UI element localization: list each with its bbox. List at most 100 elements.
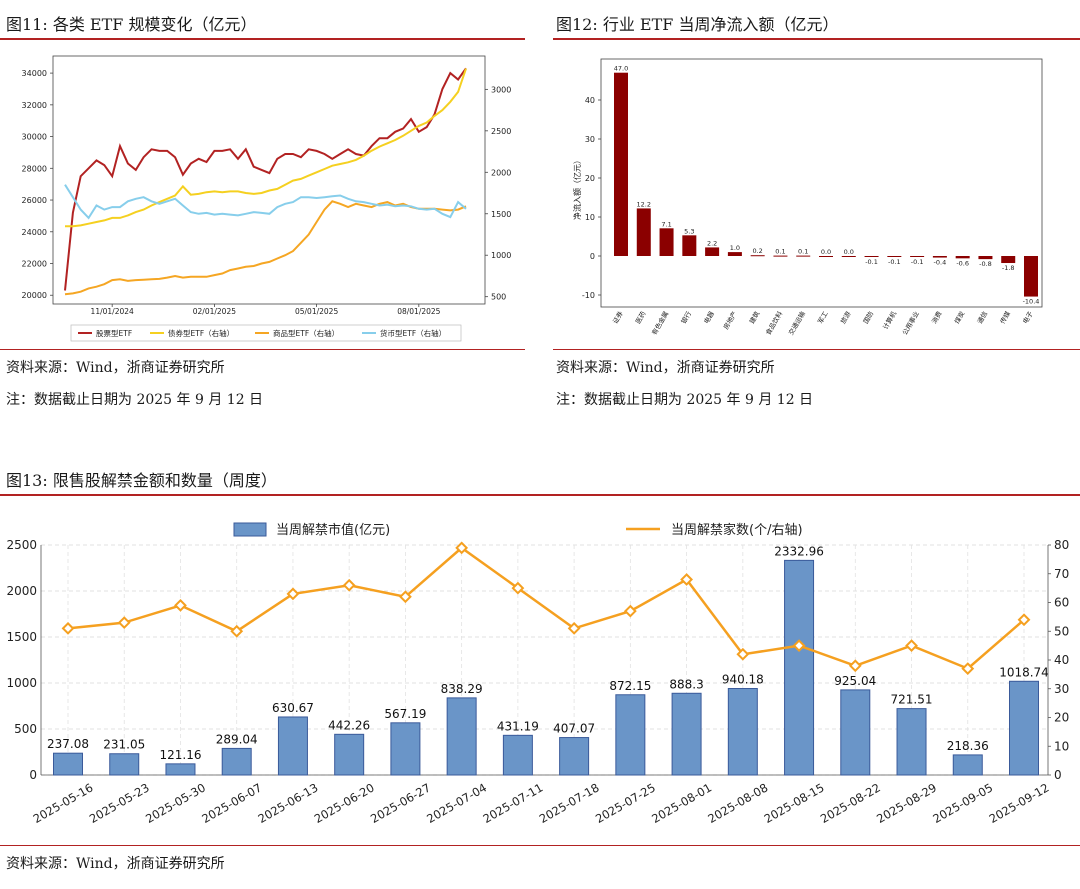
fig13-yright-tick-label: 30	[1054, 682, 1069, 696]
fig13-bar	[952, 754, 983, 776]
fig12-bar-label: 2.2	[707, 239, 717, 247]
fig13-count-marker	[398, 590, 412, 604]
fig12-bottom-rule	[553, 349, 1080, 350]
fig13-yright-tick-label: 20	[1054, 711, 1069, 725]
fig13-category-label: 2025-08-01	[649, 780, 714, 826]
fig13-bar-label: 567.19	[384, 707, 426, 721]
fig12-bar-label: 0.2	[752, 247, 762, 255]
fig13-bar	[221, 747, 252, 776]
fig13-bar	[502, 734, 533, 776]
fig12-y-tick-label: 30	[585, 135, 595, 144]
fig13-source: 资料来源：Wind，浙商证券研究所	[6, 856, 225, 872]
fig12-bar-label: 0.0	[821, 248, 831, 256]
fig13-category-label: 2025-08-15	[762, 780, 827, 826]
fig12-bar	[682, 235, 697, 256]
fig13-count-marker	[961, 662, 975, 676]
fig13-bar-label: 431.19	[497, 719, 539, 733]
fig13-bar	[109, 753, 140, 776]
fig11-bottom-rule	[0, 349, 525, 350]
fig12-category-label: 食品饮料	[763, 309, 784, 336]
fig12-bar-label: -0.1	[911, 258, 924, 266]
fig13-yright-tick-label: 60	[1054, 596, 1069, 610]
fig12-bar-label: -0.4	[934, 259, 947, 267]
fig12-bar-label: -0.1	[865, 258, 878, 266]
fig13-category-label: 2025-05-16	[31, 780, 96, 826]
fig13-bar-label: 121.16	[159, 748, 201, 762]
fig13-yright-tick-label: 50	[1054, 624, 1069, 638]
fig13-bar	[53, 752, 83, 776]
fig13-yleft-tick-label: 2500	[6, 538, 37, 552]
fig13-bar	[334, 733, 365, 776]
fig13-category-label: 2025-07-18	[537, 780, 602, 826]
fig11-legend-label-commodity: 商品型ETF（右轴）	[273, 328, 339, 338]
fig12-bar-label: 0.0	[844, 248, 854, 256]
fig12-category-label: 电器	[702, 309, 717, 325]
fig13-count-line	[67, 546, 1025, 671]
fig13-category-label: 2025-08-29	[874, 780, 939, 826]
fig11-yleft-tick-label: 22000	[22, 260, 47, 269]
fig12-category-label: 消费	[929, 309, 944, 325]
fig13-legend-swatch-bars	[233, 522, 267, 537]
fig13-yright-tick-label: 70	[1054, 567, 1069, 581]
fig12-bar	[864, 256, 879, 257]
fig11-note: 注：数据截止日期为 2025 年 9 月 12 日	[6, 392, 264, 408]
fig13-category-label: 2025-09-12	[987, 780, 1052, 826]
fig11-series-money	[64, 184, 467, 220]
fig12-category-label: 煤炭	[952, 309, 967, 325]
fig11-yleft-tick-label: 24000	[22, 228, 47, 237]
fig11-yright-tick-label: 500	[491, 293, 506, 302]
fig13-count-marker	[117, 616, 131, 630]
fig13-bar	[896, 708, 927, 776]
fig13-count-marker	[286, 587, 300, 601]
fig12-bar-label: 47.0	[614, 65, 628, 73]
fig11-x-tick-label: 05/01/2025	[295, 307, 338, 316]
fig12-category-label: 房地产	[721, 309, 739, 331]
fig13-bar-label: 838.29	[441, 682, 483, 696]
fig12-bar	[614, 72, 628, 256]
fig12-bar-label: 0.1	[798, 248, 808, 256]
fig13-bar-label: 407.07	[553, 722, 595, 736]
fig13-bar-label: 872.15	[609, 679, 651, 693]
fig12-y-axis-label: 净流入额（亿元）	[572, 156, 582, 220]
fig12-bar	[841, 256, 856, 257]
fig13-bar	[559, 737, 590, 776]
fig13-bar	[784, 559, 815, 776]
fig12-bar-label: -0.8	[979, 260, 992, 268]
fig12-bar-label: 5.3	[684, 227, 694, 235]
fig12-bar-label: -1.8	[1002, 264, 1015, 272]
fig11-yleft-tick-label: 34000	[22, 69, 47, 78]
fig13-yright-tick-label: 80	[1054, 538, 1069, 552]
fig13-yright-tick-label: 10	[1054, 739, 1069, 753]
fig12-bar	[705, 247, 720, 256]
fig12-category-label: 医药	[633, 309, 648, 325]
fig11-yright-tick-label: 3000	[491, 85, 511, 94]
fig11-yleft-tick-label: 28000	[22, 164, 47, 173]
fig11-series-commodity	[64, 200, 467, 296]
fig11-plot-frame	[52, 55, 486, 305]
fig12-bar-label: 0.1	[775, 248, 785, 256]
fig13-bar-label: 1018.74	[999, 665, 1049, 679]
fig11-source: 资料来源：Wind，浙商证券研究所	[6, 360, 225, 376]
fig13-count-marker	[680, 573, 694, 586]
fig13-count-marker	[511, 581, 525, 595]
fig13-yleft-tick-label: 500	[14, 722, 37, 736]
fig12-category-label: 军工	[816, 310, 830, 326]
fig13-title-rule	[0, 494, 1080, 496]
fig13-bar-label: 925.04	[834, 674, 876, 688]
fig13-category-label: 2025-07-25	[593, 780, 658, 826]
fig12-bar-label: 1.0	[730, 244, 740, 252]
fig13-bar-label: 237.08	[47, 737, 89, 751]
fig12-bar	[636, 208, 651, 256]
fig12-y-tick-label: 10	[585, 213, 595, 222]
fig13-count-marker	[455, 541, 469, 555]
fig13-count-marker	[1017, 613, 1031, 627]
fig12-bar	[978, 256, 993, 260]
fig13-title: 图13: 限售股解禁金额和数量（周度）	[6, 471, 277, 490]
fig12-category-label: 计算机	[881, 309, 899, 331]
fig13-bar	[1009, 680, 1039, 776]
fig13-bar-label: 218.36	[947, 739, 989, 753]
fig13-bar-label: 721.51	[891, 693, 933, 707]
fig13-count-marker	[848, 659, 862, 673]
fig13-yright-tick-label: 40	[1054, 653, 1069, 667]
